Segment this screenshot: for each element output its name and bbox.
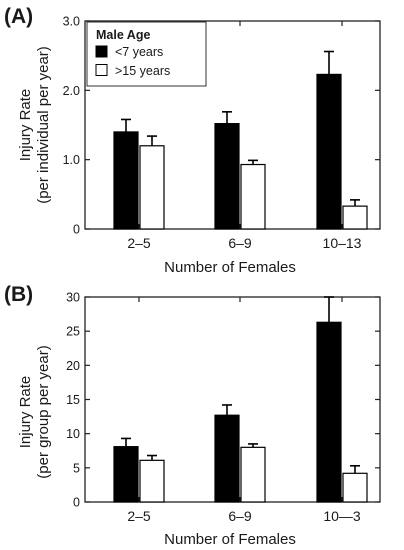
panel-a: (A) Injury Rate (per individual per year… xyxy=(4,5,381,276)
panel-a-ytick-label: 3.0 xyxy=(63,15,80,29)
panel-b-ytick-label: 5 xyxy=(73,461,80,475)
panel-b-category-label: 2–5 xyxy=(127,508,151,524)
panel-b-ylabel: Injury Rate (per group per year) xyxy=(17,345,52,478)
bar xyxy=(139,145,165,230)
legend-label-over-15: >15 years xyxy=(115,64,170,78)
bar xyxy=(316,73,342,230)
panel-a-ytick-label: 2.0 xyxy=(63,84,80,98)
bar xyxy=(342,472,368,503)
bar xyxy=(240,163,266,230)
panel-a-category-label: 6–9 xyxy=(228,235,252,251)
bar xyxy=(214,414,240,503)
panel-b-ylabel-line1: Injury Rate xyxy=(17,376,34,449)
panel-a-category-label: 2–5 xyxy=(127,235,151,251)
panel-a-ytick-label: 0 xyxy=(73,223,80,237)
bar xyxy=(240,446,266,503)
bar xyxy=(316,321,342,503)
bar xyxy=(113,446,139,503)
bar xyxy=(342,205,368,230)
panel-b-category-label: 6–9 xyxy=(228,508,252,524)
panel-b-ytick-label: 15 xyxy=(66,393,80,407)
panel-b-ytick-label: 20 xyxy=(66,359,80,373)
legend-title: Male Age xyxy=(96,28,150,42)
panel-b: (B) Injury Rate (per group per year) 0 5 1… xyxy=(4,283,381,548)
panel-a-label: (A) xyxy=(4,5,33,28)
panel-b-xlabel: Number of Females xyxy=(164,531,296,548)
bar xyxy=(139,459,165,503)
legend-label-under-7: <7 years xyxy=(115,45,163,59)
panel-a-ytick-label: 1.0 xyxy=(63,153,80,167)
legend: Male Age <7 years >15 years xyxy=(86,21,207,87)
panel-b-ytick-label: 25 xyxy=(66,325,80,339)
panel-a-ylabel-line2: (per individual per year) xyxy=(35,46,52,204)
panel-b-category-label: 10—3 xyxy=(323,508,361,524)
bar xyxy=(214,123,240,230)
legend-swatch-black xyxy=(95,45,108,58)
legend-swatch-white xyxy=(95,64,108,76)
panel-a-ylabel-line1: Injury Rate xyxy=(17,89,34,162)
panel-a-ylabel: Injury Rate (per individual per year) xyxy=(17,46,52,204)
panel-b-ytick-label: 0 xyxy=(73,496,80,510)
panel-a-category-label: 10–13 xyxy=(323,235,362,251)
panel-b-ytick-label: 30 xyxy=(66,291,80,305)
panel-b-plot: 0 5 10 15 20 25 30 2–5 6–9 10—3 xyxy=(66,291,381,524)
panel-a-plot: 0 1.0 2.0 3.0 2–5 6–9 10–13 xyxy=(63,15,381,251)
panel-b-ytick-label: 10 xyxy=(66,427,80,441)
panel-b-label: (B) xyxy=(4,283,33,306)
panel-b-ylabel-line2: (per group per year) xyxy=(35,345,52,478)
bar xyxy=(113,131,139,230)
panel-a-xlabel: Number of Females xyxy=(164,259,296,276)
